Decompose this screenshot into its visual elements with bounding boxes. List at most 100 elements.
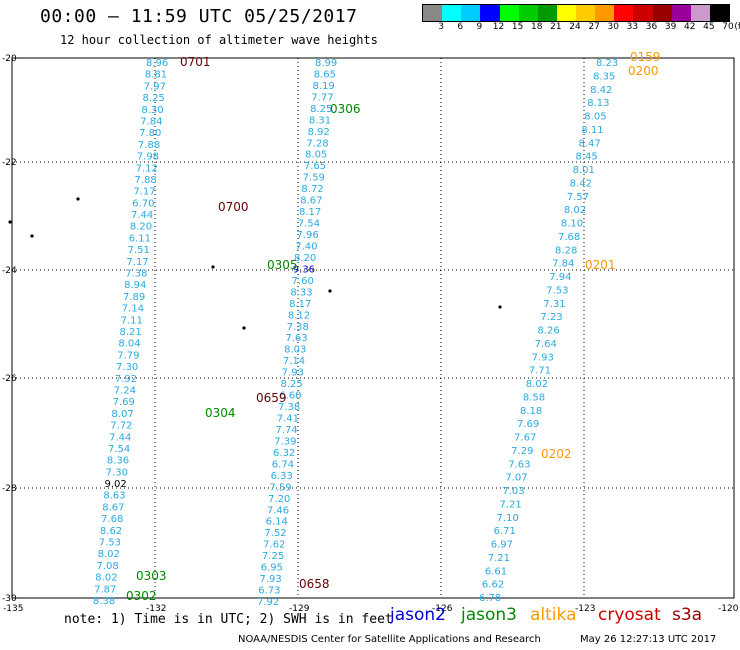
wave-height-value: 8.10 bbox=[561, 219, 583, 230]
wave-height-value: 8.47 bbox=[578, 138, 600, 149]
legend-label: 15 bbox=[511, 22, 524, 32]
satellite-cryosat: cryosat bbox=[598, 605, 661, 625]
legend-label: 6 bbox=[457, 22, 464, 32]
wave-height-value: 7.59 bbox=[269, 482, 291, 493]
legend-label: 3 bbox=[438, 22, 444, 32]
wave-height-value: 8.02 bbox=[95, 573, 117, 584]
wave-height-value: 7.38 bbox=[125, 269, 147, 280]
wave-height-value: 7.88 bbox=[138, 140, 160, 151]
pass-time-label: 0305 bbox=[267, 258, 298, 272]
wave-height-value: 7.54 bbox=[108, 444, 130, 455]
wave-height-value: 7.57 bbox=[567, 192, 589, 203]
wave-height-value: 7.69 bbox=[113, 397, 135, 408]
pass-time-label: 0304 bbox=[205, 406, 236, 420]
legend-swatch bbox=[614, 5, 634, 21]
lat-label: -24 bbox=[2, 266, 17, 276]
satellite-jason2: jason2 bbox=[390, 605, 446, 625]
wave-height-value: 8.05 bbox=[305, 150, 327, 161]
wave-height-value: 7.68 bbox=[558, 232, 580, 243]
lon-label: -129 bbox=[289, 604, 310, 614]
wave-height-value: 8.67 bbox=[300, 196, 322, 207]
legend-swatch bbox=[480, 5, 500, 21]
lat-label: -30 bbox=[2, 594, 17, 604]
satellite-s3a: s3a bbox=[672, 605, 703, 625]
wave-height-value: 7.88 bbox=[134, 175, 156, 186]
island-dot bbox=[211, 265, 215, 269]
pass-time-label: 0659 bbox=[256, 391, 287, 405]
pass-time-label: 0202 bbox=[541, 447, 572, 461]
wave-height-value: 7.80 bbox=[139, 128, 161, 139]
wave-height-value: 7.63 bbox=[285, 333, 307, 344]
legend-label: 12 bbox=[492, 22, 505, 32]
wave-height-value: 7.93 bbox=[259, 574, 281, 585]
wave-height-value: 7.54 bbox=[298, 219, 320, 230]
lat-label: -28 bbox=[2, 484, 17, 494]
wave-height-value: 8.38 bbox=[93, 596, 115, 607]
wave-height-value: 7.38 bbox=[287, 322, 309, 333]
wave-height-value: 7.12 bbox=[136, 163, 158, 174]
wave-height-value: 8.19 bbox=[313, 81, 335, 92]
lon-label: -132 bbox=[146, 604, 166, 614]
wave-height-value: 6.61 bbox=[485, 566, 507, 577]
island-dot bbox=[498, 305, 502, 309]
wave-height-value: 7.63 bbox=[508, 459, 530, 470]
wave-height-tracks: 8.968.817.978.258.307.847.807.887.987.12… bbox=[93, 58, 618, 608]
wave-height-value: 7.71 bbox=[529, 366, 551, 377]
wave-height-value: 7.23 bbox=[540, 312, 562, 323]
legend-swatch bbox=[423, 5, 443, 21]
wave-height-value: 7.17 bbox=[126, 257, 148, 268]
wave-height-value: 7.14 bbox=[283, 356, 305, 367]
wave-height-value: 6.33 bbox=[271, 471, 293, 482]
wave-height-value: 8.67 bbox=[102, 502, 124, 513]
legend-label: 9 bbox=[476, 22, 483, 32]
wave-height-value: 8.02 bbox=[526, 379, 548, 390]
wave-height-value: 6.60 bbox=[279, 391, 301, 402]
wave-height-value: 7.41 bbox=[277, 414, 299, 425]
legend-label: 30 bbox=[607, 22, 619, 32]
wave-height-value: 8.65 bbox=[314, 69, 336, 80]
wave-height-value: 8.99 bbox=[315, 58, 337, 69]
wave-height-value: 8.31 bbox=[309, 115, 331, 126]
credit-text: NOAA/NESDIS Center for Satellite Applica… bbox=[238, 634, 541, 645]
wave-height-value: 7.21 bbox=[488, 553, 510, 564]
wave-height-value: 6.11 bbox=[129, 233, 151, 244]
wave-height-value: 8.96 bbox=[146, 58, 168, 69]
legend-label: 27 bbox=[588, 22, 600, 32]
legend-label: 39 bbox=[664, 22, 677, 32]
wave-height-value: 7.44 bbox=[131, 210, 153, 221]
legend-label: 42 bbox=[684, 22, 696, 32]
lon-label: -120 bbox=[718, 604, 739, 614]
island-dot bbox=[76, 197, 80, 201]
wave-height-value: 7.53 bbox=[546, 285, 568, 296]
wave-height-value: 8.35 bbox=[593, 71, 615, 82]
wave-height-value: 7.92 bbox=[115, 374, 137, 385]
legend-label: 45 bbox=[703, 22, 715, 32]
wave-height-value: 8.07 bbox=[111, 409, 133, 420]
pass-time-label: 0201 bbox=[585, 258, 616, 272]
wave-height-value: 7.25 bbox=[262, 551, 284, 562]
legend-swatch bbox=[442, 5, 462, 21]
wave-height-value: 9.02 bbox=[105, 479, 127, 490]
lat-label: -26 bbox=[2, 374, 17, 384]
satellite-jason3: jason3 bbox=[461, 605, 517, 625]
wave-height-value: 8.17 bbox=[299, 207, 321, 218]
legend-swatch bbox=[671, 5, 691, 21]
legend-swatch bbox=[690, 5, 710, 21]
wave-height-value: 7.84 bbox=[140, 116, 162, 127]
wave-height-value: 8.81 bbox=[145, 70, 167, 81]
wave-height-value: 7.38 bbox=[278, 402, 300, 413]
wave-height-value: 8.25 bbox=[310, 104, 332, 115]
wave-height-value: 6.71 bbox=[494, 526, 516, 537]
axis-labels: -20 -22 -24 -26 -28 -30-135 -132 -129 -126 -123 -1… bbox=[2, 54, 739, 614]
pass-time-label: 0658 bbox=[299, 577, 330, 591]
wave-height-value: 7.14 bbox=[122, 304, 144, 315]
lat-label: -22 bbox=[2, 158, 17, 168]
wave-height-value: 8.30 bbox=[141, 105, 163, 116]
wave-height-value: 7.62 bbox=[263, 540, 285, 551]
wave-height-value: 7.60 bbox=[292, 276, 314, 287]
island-dot bbox=[8, 220, 12, 224]
pass-time-label: 0303 bbox=[136, 569, 167, 583]
wave-height-value: 8.28 bbox=[555, 245, 577, 256]
